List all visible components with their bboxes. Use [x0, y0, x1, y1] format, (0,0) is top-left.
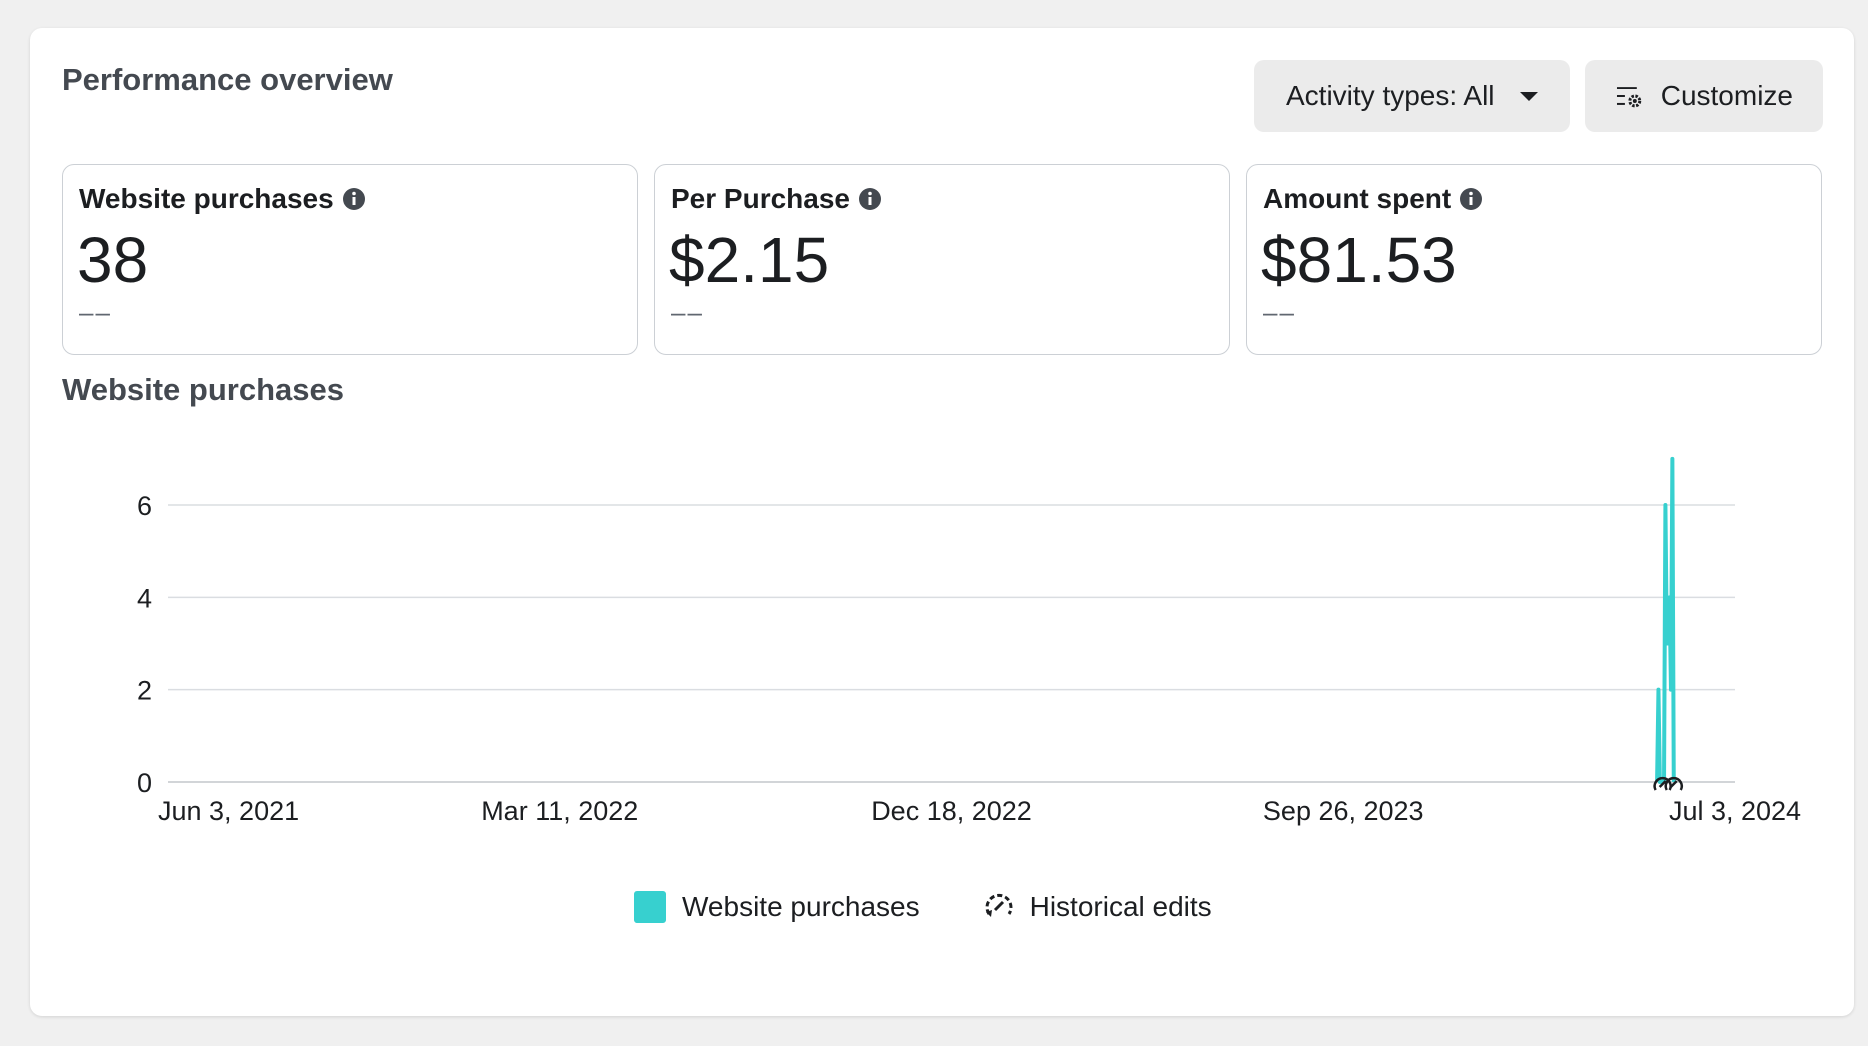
- metric-comparison: ––: [671, 297, 704, 327]
- activity-types-dropdown[interactable]: Activity types: All: [1254, 60, 1570, 132]
- series-color-swatch: [634, 891, 666, 923]
- customize-settings-icon: [1616, 87, 1642, 108]
- legend-item-historical-edits[interactable]: Historical edits: [982, 890, 1212, 924]
- y-tick-label: 6: [137, 491, 152, 521]
- activity-types-label: Activity types: All: [1286, 80, 1495, 111]
- legend-label: Website purchases: [682, 891, 920, 922]
- historical-edit-marker-icon: [1664, 776, 1684, 791]
- customize-button[interactable]: Customize: [1585, 60, 1823, 132]
- y-tick-label: 2: [137, 676, 152, 706]
- series-line: [1655, 456, 1676, 784]
- legend-item-website-purchases[interactable]: Website purchases: [634, 891, 920, 923]
- metric-label: Per Purchase: [671, 183, 850, 214]
- legend-label: Historical edits: [1029, 891, 1212, 922]
- metric-label-row: Website purchases: [79, 183, 366, 215]
- customize-label: Customize: [1660, 80, 1793, 111]
- page-title: Performance overview: [62, 62, 393, 97]
- metric-value: $2.15: [669, 224, 830, 296]
- info-icon[interactable]: [858, 187, 882, 211]
- y-tick-label: 4: [137, 583, 152, 613]
- edit-marker-arc: [1664, 776, 1684, 791]
- performance-overview-card: Performance overview Activity types: All…: [30, 28, 1854, 1016]
- metric-value: $81.53: [1261, 224, 1457, 296]
- x-tick-label: Jun 3, 2021: [158, 796, 299, 826]
- metric-card-website-purchases[interactable]: Website purchases 38 ––: [62, 164, 638, 355]
- x-tick-label: Sep 26, 2023: [1263, 796, 1424, 826]
- edit-marker-needle: [1658, 780, 1667, 788]
- y-tick-label: 0: [137, 768, 152, 798]
- chart-title: Website purchases: [62, 372, 344, 407]
- metric-label: Website purchases: [79, 183, 334, 214]
- metric-label-row: Per Purchase: [671, 183, 882, 215]
- x-tick-label: Jul 3, 2024: [1669, 796, 1801, 826]
- metric-card-per-purchase[interactable]: Per Purchase $2.15 ––: [654, 164, 1230, 355]
- metric-comparison: ––: [1263, 297, 1296, 327]
- metric-label: Amount spent: [1263, 183, 1452, 214]
- chart-legend: Website purchases Historical edits: [634, 890, 1274, 924]
- info-icon[interactable]: [1459, 187, 1483, 211]
- edit-marker-needle: [1669, 780, 1678, 788]
- website-purchases-line-chart: 0 2 4 6 Jun 3, 2021 Mar 11, 2022 Dec 18, 2022 S…: [137, 456, 1801, 826]
- metric-value: 38: [77, 224, 149, 296]
- caret-down-icon: [1520, 91, 1538, 101]
- info-icon[interactable]: [342, 187, 366, 211]
- x-tick-label: Dec 18, 2022: [871, 796, 1032, 826]
- metric-label-row: Amount spent: [1263, 183, 1483, 215]
- metric-comparison: ––: [79, 297, 112, 327]
- metric-card-amount-spent[interactable]: Amount spent $81.53 ––: [1246, 164, 1822, 355]
- x-tick-label: Mar 11, 2022: [481, 796, 638, 826]
- historical-edit-icon: [985, 893, 1013, 917]
